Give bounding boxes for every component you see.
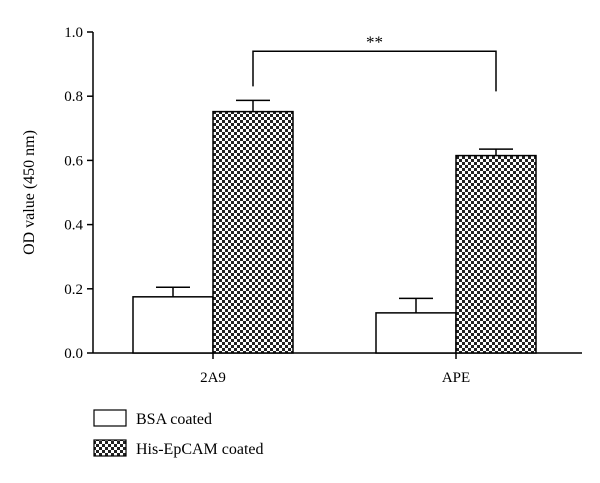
y-tick-label: 1.0 bbox=[64, 25, 83, 41]
y-tick-label: 0.4 bbox=[64, 218, 83, 234]
bars bbox=[132, 99, 537, 354]
annotations: ** bbox=[252, 32, 497, 92]
y-tick-label: 0.0 bbox=[64, 346, 83, 362]
legend: BSA coated His-EpCAM coated bbox=[93, 409, 264, 458]
bar-epcam-2a9 bbox=[212, 110, 294, 354]
legend-swatch-epcam bbox=[93, 439, 127, 457]
legend-label-bsa: BSA coated bbox=[136, 411, 212, 428]
bar-bsa-2a9 bbox=[132, 296, 214, 354]
significance-label: ** bbox=[366, 32, 383, 51]
y-tick-label: 0.8 bbox=[64, 89, 83, 105]
significance-bracket bbox=[252, 50, 497, 92]
bar-bsa-ape bbox=[375, 312, 457, 354]
bar-epcam-ape bbox=[455, 154, 537, 354]
y-tick-label: 0.2 bbox=[64, 282, 83, 298]
y-axis-label: OD value (450 nm) bbox=[21, 130, 38, 255]
legend-label-epcam: His-EpCAM coated bbox=[136, 441, 264, 458]
legend-swatch-bsa bbox=[93, 409, 127, 427]
y-tick-label: 0.6 bbox=[64, 153, 83, 169]
x-tick-label: APE bbox=[442, 370, 470, 386]
x-tick-label: 2A9 bbox=[200, 370, 226, 386]
